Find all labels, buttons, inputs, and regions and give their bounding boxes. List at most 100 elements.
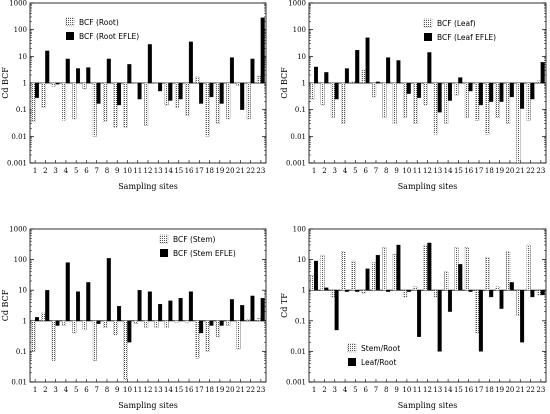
bar-solid-22 (250, 58, 255, 84)
bar-solid-2 (45, 290, 50, 321)
bar-solid-11 (417, 82, 422, 98)
x-tick-label: 15 (454, 386, 463, 394)
y-tick-label: 0.001 (286, 160, 306, 168)
bar-dotted-2 (41, 312, 46, 322)
bar-solid-5 (76, 68, 81, 84)
x-axis-label: Sampling sites (398, 182, 458, 191)
bar-solid-7 (96, 320, 101, 324)
bar-dotted-6 (82, 82, 87, 90)
y-tick-label: 0.01 (290, 133, 306, 141)
x-axis-label: Sampling sites (118, 182, 178, 191)
x-tick-label: 19 (495, 386, 504, 394)
y-tick-label: 1000 (9, 0, 27, 8)
bar-solid-7 (96, 82, 101, 104)
bar-solid-9 (117, 82, 122, 106)
bar-solid-10 (127, 320, 132, 343)
bar-solid-1 (314, 66, 319, 84)
bar-solid-11 (137, 82, 142, 100)
bar-solid-13 (437, 82, 442, 113)
bar-dotted-18 (485, 82, 490, 135)
x-tick-label: 4 (343, 386, 348, 394)
y-tick-label: 100 (293, 226, 306, 234)
legend-swatch-dotted (347, 343, 357, 353)
bar-solid-16 (468, 82, 473, 92)
x-tick-label: 8 (384, 167, 388, 175)
bar-solid-20 (509, 82, 514, 98)
bar-solid-19 (499, 290, 504, 309)
bar-dotted-1 (31, 82, 36, 123)
bar-solid-10 (127, 64, 132, 84)
bar-dotted-5 (72, 82, 77, 120)
bar-dotted-10 (123, 320, 128, 380)
x-tick-label: 1 (33, 167, 37, 175)
x-tick-label: 22 (246, 167, 255, 175)
x-tick-label: 9 (115, 386, 119, 394)
x-tick-label: 1 (312, 386, 316, 394)
y-tick-label: 0.1 (295, 106, 306, 114)
bar-dotted-22 (246, 82, 251, 120)
bar-solid-20 (229, 299, 234, 321)
bar-dotted-11 (413, 286, 418, 291)
bar-solid-9 (396, 60, 401, 84)
bar-solid-6 (365, 268, 370, 291)
bar-dotted-9 (392, 82, 397, 124)
bar-solid-8 (386, 290, 391, 292)
y-tick-label: 0.01 (11, 379, 27, 387)
bar-solid-12 (147, 44, 152, 84)
bar-solid-5 (355, 290, 360, 292)
x-tick-label: 12 (423, 167, 432, 175)
x-axis-label: Sampling sites (398, 401, 458, 410)
bar-solid-22 (530, 290, 535, 298)
y-tick-label: 100 (14, 256, 27, 264)
y-tick-label: 10 (18, 287, 27, 295)
bar-dotted-17 (475, 289, 480, 334)
bar-dotted-7 (372, 82, 377, 98)
x-tick-label: 12 (144, 167, 153, 175)
x-tick-label: 16 (185, 167, 194, 175)
y-tick-label: 0.1 (16, 348, 27, 356)
bar-solid-7 (375, 81, 380, 84)
x-tick-label: 18 (205, 167, 214, 175)
y-axis-label: Cd BCF (280, 67, 289, 99)
bar-dotted-7 (372, 262, 377, 291)
x-tick-label: 11 (133, 386, 142, 394)
bar-dotted-1 (310, 275, 315, 291)
legend-swatch-solid (424, 33, 432, 41)
bar-dotted-9 (392, 253, 397, 291)
bar-dotted-9 (113, 82, 118, 128)
bar-dotted-15 (174, 320, 180, 323)
x-tick-label: 2 (43, 386, 47, 394)
bar-solid-9 (117, 306, 122, 321)
x-tick-label: 5 (353, 167, 357, 175)
bar-dotted-8 (103, 82, 108, 123)
x-tick-label: 16 (464, 167, 473, 175)
x-tick-label: 11 (133, 167, 142, 175)
bar-dotted-5 (72, 320, 77, 334)
x-tick-label: 1 (312, 167, 316, 175)
x-tick-label: 20 (505, 167, 514, 175)
bar-solid-2 (45, 50, 50, 84)
bar-dotted-14 (444, 82, 449, 124)
bar-dotted-23 (256, 75, 262, 84)
bar-dotted-18 (485, 256, 490, 291)
bar-solid-21 (520, 82, 525, 109)
bar-dotted-3 (51, 82, 56, 87)
y-tick-label: 1 (23, 317, 27, 325)
bar-solid-3 (55, 320, 60, 326)
x-tick-label: 6 (84, 167, 89, 175)
x-tick-label: 9 (115, 167, 119, 175)
x-tick-label: 17 (475, 167, 484, 175)
bar-solid-13 (158, 304, 163, 321)
x-tick-label: 13 (433, 167, 442, 175)
bar-solid-20 (509, 282, 514, 291)
x-tick-label: 6 (84, 386, 89, 394)
bar-solid-16 (188, 41, 193, 84)
x-tick-label: 13 (154, 386, 163, 394)
y-tick-label: 10 (297, 256, 306, 264)
bar-solid-8 (106, 58, 111, 84)
x-tick-label: 13 (154, 167, 163, 175)
bar-solid-21 (240, 82, 245, 110)
bar-dotted-12 (423, 82, 428, 106)
